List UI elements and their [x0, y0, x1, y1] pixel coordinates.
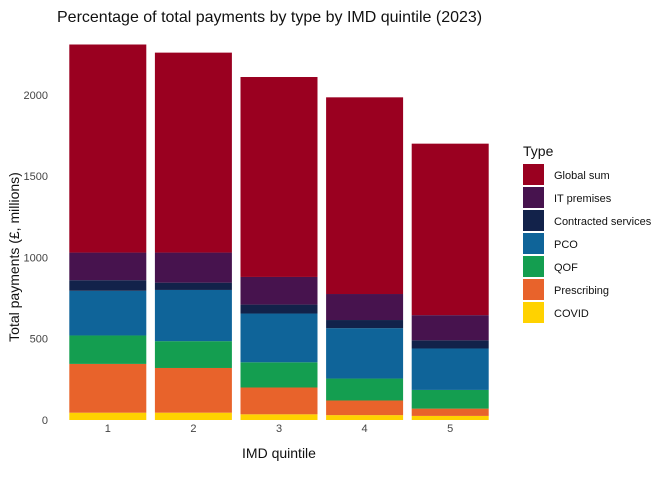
- x-tick-label: 1: [105, 423, 111, 435]
- bar-segment-global-sum-2: [154, 52, 232, 253]
- legend: Type Global sum IT premises Contracted ser…: [523, 143, 652, 323]
- bar-segment-it-premises-4: [326, 294, 404, 321]
- legend-label: IT premises: [554, 193, 612, 205]
- bar-segment-global-sum-4: [326, 97, 404, 295]
- bar-segment-qof-4: [326, 378, 404, 401]
- bar-segment-global-sum-1: [69, 44, 147, 253]
- bar-segment-covid-5: [411, 415, 489, 420]
- bar-segment-qof-1: [69, 335, 147, 364]
- bar-segment-prescribing-2: [154, 367, 232, 413]
- legend-label: Global sum: [554, 170, 610, 182]
- legend-label: COVID: [554, 308, 589, 320]
- bar-segment-contracted-services-1: [69, 280, 147, 291]
- bar-segment-covid-3: [240, 414, 318, 420]
- legend-swatch: [523, 302, 544, 323]
- bar-segment-contracted-services-2: [154, 282, 232, 290]
- bar-segment-covid-4: [326, 415, 404, 420]
- bar-segment-prescribing-1: [69, 363, 147, 413]
- legend-title: Type: [523, 143, 554, 159]
- y-tick-label: 0: [42, 415, 48, 427]
- legend-label: PCO: [554, 239, 578, 251]
- bar-segment-contracted-services-5: [411, 340, 489, 349]
- legend-label: Contracted services: [554, 216, 652, 228]
- bar-segment-prescribing-3: [240, 387, 318, 415]
- x-tick-label: 5: [447, 423, 453, 435]
- y-tick-label: 1500: [24, 171, 48, 183]
- bar-segment-qof-5: [411, 389, 489, 409]
- y-tick-label: 500: [30, 334, 48, 346]
- bar-segment-pco-5: [411, 348, 489, 390]
- bar-segment-contracted-services-3: [240, 304, 318, 314]
- legend-swatch: [523, 279, 544, 300]
- plot-area: [69, 44, 489, 420]
- bar-segment-pco-1: [69, 290, 147, 336]
- bar-segment-qof-3: [240, 362, 318, 388]
- x-tick-label: 4: [362, 423, 368, 435]
- bar-segment-it-premises-2: [154, 252, 232, 283]
- y-tick-label: 2000: [24, 90, 48, 102]
- y-tick-label: 1000: [24, 252, 48, 264]
- legend-swatch: [523, 210, 544, 231]
- y-axis: 0 500 1000 1500 2000: [24, 90, 48, 427]
- bar-segment-global-sum-5: [411, 143, 489, 316]
- y-axis-label: Total payments (£, millions): [6, 172, 22, 342]
- bar-segment-contracted-services-4: [326, 320, 404, 329]
- x-axis-label: IMD quintile: [242, 445, 316, 461]
- legend-swatch: [523, 256, 544, 277]
- x-tick-label: 2: [190, 423, 196, 435]
- bar-segment-pco-3: [240, 313, 318, 363]
- bar-segment-prescribing-5: [411, 408, 489, 416]
- bar-segment-it-premises-5: [411, 315, 489, 341]
- chart-title: Percentage of total payments by type by …: [57, 9, 482, 26]
- legend-swatch: [523, 164, 544, 185]
- x-axis: 1 2 3 4 5: [105, 423, 454, 435]
- bar-segment-covid-2: [154, 412, 232, 420]
- bar-segment-it-premises-3: [240, 276, 318, 305]
- legend-label: QOF: [554, 262, 578, 274]
- legend-swatch: [523, 187, 544, 208]
- bar-segment-pco-4: [326, 328, 404, 379]
- bar-segment-prescribing-4: [326, 400, 404, 416]
- bar-segment-covid-1: [69, 412, 147, 420]
- bar-segment-global-sum-3: [240, 77, 318, 277]
- bar-segment-it-premises-1: [69, 252, 147, 281]
- x-tick-label: 3: [276, 423, 282, 435]
- bar-segment-pco-2: [154, 289, 232, 342]
- bar-segment-qof-2: [154, 341, 232, 368]
- legend-swatch: [523, 233, 544, 254]
- legend-label: Prescribing: [554, 285, 609, 297]
